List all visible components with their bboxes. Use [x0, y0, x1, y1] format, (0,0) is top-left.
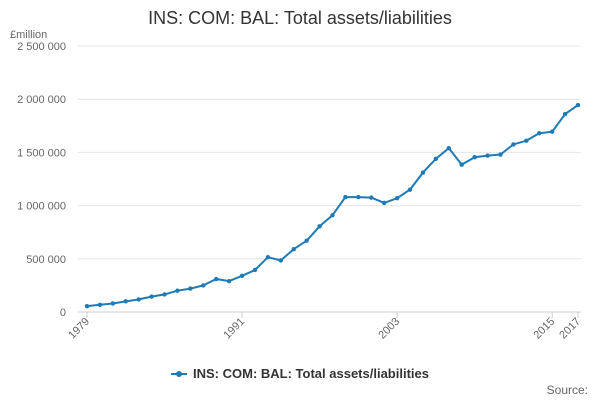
data-point[interactable]	[162, 292, 167, 297]
data-point[interactable]	[304, 238, 309, 243]
data-point[interactable]	[407, 187, 413, 192]
y-axis-ticks: 0 500 000 1 000 000 1 500 000 2 000 000 2 500…	[17, 41, 66, 319]
data-point[interactable]	[252, 267, 258, 273]
data-point[interactable]	[330, 212, 335, 218]
data-point[interactable]	[459, 162, 464, 167]
data-point[interactable]	[226, 278, 232, 284]
data-point[interactable]	[433, 156, 439, 161]
x-tick-label: 2003	[376, 316, 402, 342]
data-point[interactable]	[420, 170, 426, 175]
data-point[interactable]	[201, 283, 206, 288]
x-tick-label: 1991	[221, 316, 247, 342]
data-point[interactable]	[136, 297, 141, 302]
data-point[interactable]	[110, 301, 116, 306]
data-point[interactable]	[524, 138, 529, 143]
data-point[interactable]	[175, 288, 180, 293]
legend-series-marker	[171, 370, 188, 377]
data-point[interactable]	[343, 194, 348, 200]
data-point[interactable]	[356, 194, 361, 200]
data-point[interactable]	[498, 152, 503, 157]
y-tick-label: 2 500 000	[17, 41, 66, 53]
chart-title: INS: COM: BAL: Total assets/liabilities	[148, 8, 452, 28]
legend[interactable]: INS: COM: BAL: Total assets/liabilities	[0, 366, 600, 381]
data-point[interactable]	[511, 142, 516, 147]
y-tick-label: 1 500 000	[17, 147, 66, 159]
data-point[interactable]	[97, 302, 103, 307]
data-point[interactable]	[123, 299, 128, 304]
x-tick-label: 2017	[557, 316, 583, 342]
x-tick-label: 1979	[66, 316, 92, 342]
gridlines	[78, 45, 581, 260]
data-point[interactable]	[239, 273, 245, 279]
data-point[interactable]	[291, 247, 296, 252]
y-tick-label: 1 000 000	[17, 201, 66, 213]
data-point[interactable]	[84, 303, 90, 309]
y-tick-label: 2 000 000	[17, 94, 66, 106]
data-point[interactable]	[149, 294, 154, 299]
data-point[interactable]	[562, 111, 568, 117]
y-axis-unit-label: £million	[10, 29, 47, 41]
y-tick-label: 500 000	[26, 254, 66, 266]
y-tick-label: 0	[60, 307, 66, 319]
series-group	[84, 102, 581, 309]
source-label: Source:	[546, 383, 588, 397]
data-point[interactable]	[317, 224, 322, 229]
data-point[interactable]	[188, 286, 193, 291]
data-point[interactable]	[394, 195, 400, 201]
data-point[interactable]	[214, 276, 219, 282]
x-tick-label: 2015	[531, 316, 557, 342]
data-point[interactable]	[472, 154, 477, 160]
data-point[interactable]	[537, 131, 542, 136]
data-point[interactable]	[485, 153, 490, 158]
data-point[interactable]	[265, 255, 271, 260]
data-point[interactable]	[446, 145, 451, 151]
data-point[interactable]	[575, 102, 581, 108]
data-point[interactable]	[549, 129, 555, 134]
x-axis: 1979 1991 2003 2015 2017	[66, 311, 583, 342]
data-point[interactable]	[381, 200, 387, 206]
data-point[interactable]	[369, 195, 374, 200]
legend-series-label: INS: COM: BAL: Total assets/liabilities	[193, 366, 429, 381]
data-point[interactable]	[278, 258, 284, 263]
